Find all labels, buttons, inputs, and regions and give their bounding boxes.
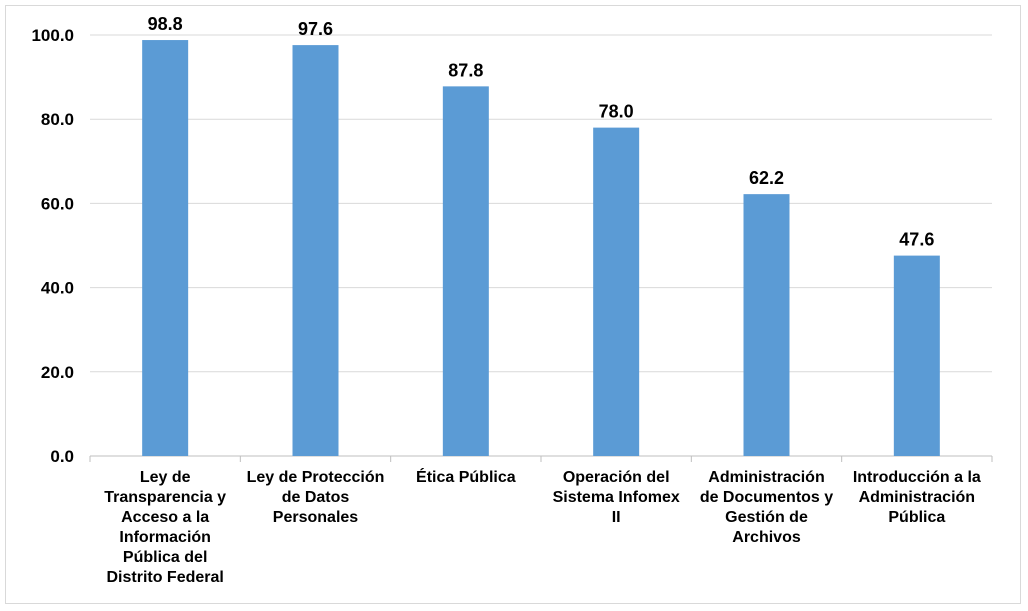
category-label: Administración de Documentos y Gestión de A… <box>700 469 833 546</box>
category-label-line: de Documentos y <box>700 489 833 506</box>
category-label-line: Ley de <box>140 469 191 486</box>
data-label: 78.0 <box>599 102 634 122</box>
y-tick-label: 0.0 <box>50 447 74 466</box>
y-tick-label: 20.0 <box>41 363 74 382</box>
category-label-line: Acceso a la <box>121 509 209 526</box>
bar <box>593 127 640 457</box>
bar <box>442 86 489 456</box>
y-tick-label: 80.0 <box>41 110 74 129</box>
data-label: 62.2 <box>749 168 784 188</box>
y-tick-label: 100.0 <box>31 26 74 45</box>
y-tick-label: 40.0 <box>41 279 74 298</box>
category-label-line: Operación del <box>563 469 670 486</box>
category-label-line: Sistema Infomex <box>553 489 680 506</box>
category-label-line: Pública del <box>123 549 207 566</box>
category-label-line: de Datos <box>282 489 350 506</box>
category-label: Ley de Transparencia y Acceso a la Informac… <box>104 469 226 586</box>
data-label: 97.6 <box>298 19 333 39</box>
category-label-line: Ética Pública <box>416 467 516 486</box>
bar <box>893 255 940 456</box>
data-label: 47.6 <box>899 230 934 250</box>
category-label-line: Gestión de <box>725 509 808 526</box>
category-label-line: Distrito Federal <box>106 569 223 586</box>
category-label-line: Pública <box>888 509 945 526</box>
data-label: 87.8 <box>448 60 483 80</box>
category-label: Ley de Protección de Datos Personales <box>247 469 385 526</box>
category-label: Introducción a la Administración Pública <box>853 469 981 526</box>
category-label-line: Archivos <box>732 529 801 546</box>
category-label-line: Información <box>119 529 211 546</box>
bar <box>292 45 339 456</box>
y-tick-label: 60.0 <box>41 194 74 213</box>
bar <box>743 194 790 456</box>
category-label: Ética Pública <box>416 467 516 486</box>
category-label-line: Transparencia y <box>104 489 226 506</box>
category-label-line: Ley de Protección <box>247 469 385 486</box>
category-label-line: Personales <box>273 509 358 526</box>
category-label: Operación del Sistema Infomex II <box>553 469 680 526</box>
category-label-line: Introducción a la <box>853 469 981 486</box>
bar <box>142 40 189 456</box>
category-label-line: II <box>612 509 621 526</box>
data-label: 98.8 <box>148 14 183 34</box>
category-label-line: Administración <box>859 489 975 506</box>
category-label-line: Administración <box>708 469 824 486</box>
